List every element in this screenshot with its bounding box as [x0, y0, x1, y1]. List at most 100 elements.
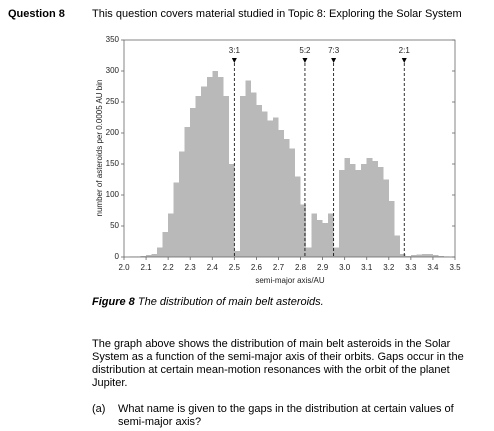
- bar: [438, 255, 444, 257]
- resonance-label: 2:1: [399, 46, 411, 55]
- bar: [410, 255, 417, 257]
- bar: [427, 253, 433, 257]
- bar: [388, 201, 395, 257]
- bar: [261, 111, 268, 257]
- x-tick-label: 3.2: [383, 263, 395, 272]
- bar: [300, 204, 307, 257]
- bar: [306, 247, 312, 257]
- bar: [366, 157, 373, 257]
- resonance-marker: [231, 58, 237, 63]
- bar: [190, 108, 196, 257]
- x-tick-label: 2.2: [163, 263, 175, 272]
- resonance-marker: [331, 58, 337, 63]
- x-tick-label: 2.7: [273, 263, 285, 272]
- bar: [195, 95, 202, 257]
- bar: [317, 219, 323, 257]
- bar: [333, 247, 340, 257]
- bar: [201, 86, 207, 257]
- bar: [168, 213, 174, 257]
- bar: [140, 255, 147, 257]
- bar: [416, 254, 422, 257]
- bar: [217, 77, 224, 257]
- bar: [344, 157, 351, 257]
- resonance-marker: [401, 58, 407, 63]
- bar: [228, 164, 235, 257]
- bar: [328, 213, 334, 257]
- bar: [372, 160, 378, 257]
- bar: [355, 170, 362, 257]
- bar: [272, 117, 279, 257]
- bar: [151, 253, 158, 257]
- bar: [361, 164, 367, 257]
- bar: [206, 77, 213, 257]
- y-axis-label: number of asteroids per 0.0005 AU bin: [95, 80, 104, 217]
- x-tick-label: 2.8: [295, 263, 307, 272]
- y-tick-label: 250: [106, 97, 120, 106]
- x-tick-label: 3.0: [339, 263, 351, 272]
- bar: [179, 151, 185, 257]
- bar: [267, 120, 273, 257]
- bar: [394, 235, 400, 257]
- bar: [383, 179, 389, 257]
- x-tick-label: 3.3: [405, 263, 417, 272]
- figure-caption: Figure 8 The distribution of main belt a…: [92, 296, 324, 309]
- part-label: (a): [92, 403, 106, 415]
- bar: [311, 213, 318, 257]
- x-tick-label: 2.4: [207, 263, 219, 272]
- x-tick-label: 2.6: [251, 263, 263, 272]
- bar: [350, 164, 356, 257]
- x-tick-label: 2.3: [185, 263, 197, 272]
- bar: [173, 182, 180, 257]
- bar: [212, 71, 218, 257]
- y-tick-label: 300: [106, 66, 120, 75]
- resonance-label: 7:3: [328, 46, 340, 55]
- bar: [245, 80, 251, 257]
- bar: [223, 95, 229, 257]
- x-tick-label: 3.4: [427, 263, 439, 272]
- x-tick-label: 2.1: [141, 263, 153, 272]
- bar: [162, 232, 169, 257]
- figure-label: Figure 8: [92, 296, 135, 308]
- bar: [256, 105, 262, 257]
- figure-text: The distribution of main belt asteroids.: [137, 296, 324, 308]
- y-tick-label: 350: [106, 35, 120, 44]
- bar: [377, 167, 384, 257]
- x-tick-label: 3.1: [361, 263, 373, 272]
- bar: [405, 255, 411, 257]
- y-tick-label: 200: [106, 128, 120, 137]
- y-tick-label: 0: [115, 252, 120, 261]
- y-tick-label: 100: [106, 190, 120, 199]
- bar: [184, 126, 191, 257]
- bar: [289, 148, 296, 257]
- bar: [278, 129, 284, 257]
- y-tick-label: 150: [106, 159, 120, 168]
- bar: [157, 247, 163, 257]
- resonance-label: 3:1: [229, 46, 241, 55]
- resonance-marker: [302, 58, 308, 63]
- resonance-label: 5:2: [299, 46, 311, 55]
- paragraph: The graph above shows the distribution o…: [92, 338, 464, 389]
- bar: [283, 139, 290, 257]
- part-text: What name is given to the gaps in the di…: [118, 403, 454, 428]
- plot-frame: [123, 39, 456, 258]
- bar: [399, 253, 406, 257]
- y-tick-label: 50: [110, 221, 119, 230]
- bar: [432, 255, 439, 257]
- bar: [322, 222, 329, 257]
- bar: [146, 255, 152, 257]
- x-tick-label: 3.5: [449, 263, 461, 272]
- bar: [339, 170, 345, 257]
- bar: [239, 95, 246, 257]
- question-label: Question 8: [8, 8, 65, 20]
- x-tick-label: 2.5: [229, 263, 241, 272]
- question-intro: This question covers material studied in…: [92, 8, 462, 20]
- x-tick-label: 2.0: [118, 263, 130, 272]
- bar: [295, 176, 301, 257]
- bar: [250, 92, 257, 257]
- x-tick-label: 2.9: [317, 263, 329, 272]
- x-axis-label: semi-major axis/AU: [255, 276, 325, 285]
- bar: [421, 253, 428, 257]
- bar: [234, 250, 240, 257]
